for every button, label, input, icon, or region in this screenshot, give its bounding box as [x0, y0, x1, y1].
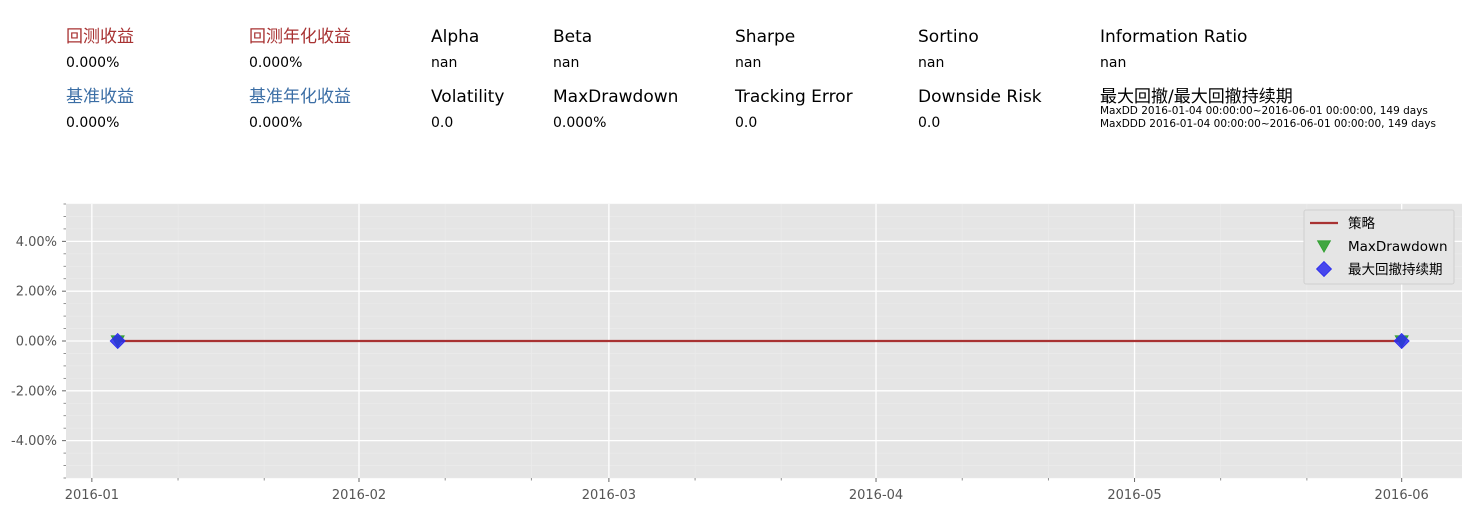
legend-label: MaxDrawdown — [1348, 239, 1448, 255]
x-tick-label: 2016-03 — [582, 488, 636, 503]
x-tick-label: 2016-02 — [332, 488, 386, 503]
legend-label: 最大回撤持续期 — [1348, 262, 1443, 278]
x-tick-label: 2016-06 — [1375, 488, 1429, 503]
legend: 策略 MaxDrawdown 最大回撤持续期 — [1304, 210, 1454, 284]
y-tick-label: -2.00% — [11, 384, 57, 399]
y-tick-label: -4.00% — [11, 434, 57, 449]
y-tick-label: 4.00% — [16, 235, 57, 250]
x-tick-label: 2016-04 — [849, 488, 903, 503]
legend-label: 策略 — [1348, 215, 1376, 232]
y-tick-label: 0.00% — [16, 335, 57, 350]
x-tick-label: 2016-05 — [1107, 488, 1161, 503]
y-tick-label: 2.00% — [16, 285, 57, 300]
x-tick-label: 2016-01 — [65, 488, 119, 503]
